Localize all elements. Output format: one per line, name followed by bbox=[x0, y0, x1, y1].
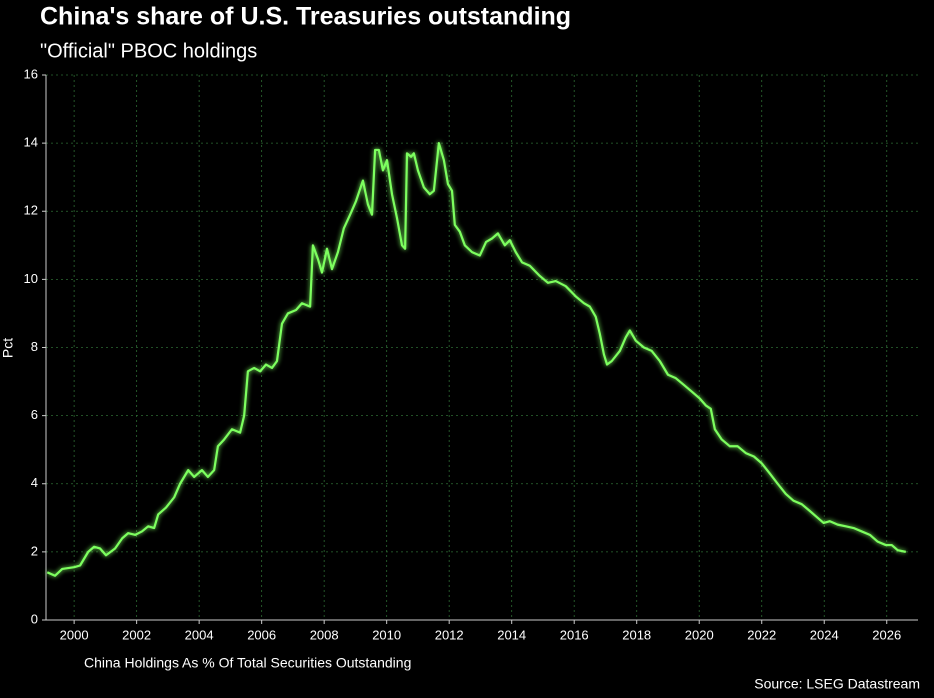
x-tick-label: 2002 bbox=[122, 627, 151, 642]
x-tick-label: 2022 bbox=[747, 627, 776, 642]
x-tick-label: 2004 bbox=[185, 627, 214, 642]
grid bbox=[42, 74, 918, 624]
y-tick-label: 2 bbox=[31, 543, 38, 558]
y-axis-label: Pct bbox=[0, 338, 16, 358]
plot bbox=[46, 142, 907, 577]
x-tick-label: 2006 bbox=[247, 627, 276, 642]
y-tick-label: 4 bbox=[31, 475, 38, 490]
x-tick-label: 2018 bbox=[622, 627, 651, 642]
x-tick-label: 2010 bbox=[372, 627, 401, 642]
y-tick-label: 10 bbox=[24, 271, 38, 286]
chart-subtitle: "Official" PBOC holdings bbox=[40, 40, 257, 62]
y-tick-label: 12 bbox=[24, 203, 38, 218]
x-tick-label: 2014 bbox=[497, 627, 526, 642]
x-tick-label: 2000 bbox=[60, 627, 89, 642]
x-tick-label: 2026 bbox=[872, 627, 901, 642]
chart-title: China's share of U.S. Treasuries outstan… bbox=[40, 3, 571, 31]
x-tick-label: 2008 bbox=[310, 627, 339, 642]
x-tick-label: 2016 bbox=[560, 627, 589, 642]
legend-label: China Holdings As % Of Total Securities … bbox=[84, 655, 411, 671]
data-line bbox=[46, 142, 907, 577]
x-tick-label: 2020 bbox=[685, 627, 714, 642]
y-tick-label: 16 bbox=[24, 66, 38, 81]
y-tick-label: 8 bbox=[31, 339, 38, 354]
x-tick-label: 2024 bbox=[810, 627, 839, 642]
y-tick-label: 6 bbox=[31, 407, 38, 422]
y-tick-label: 0 bbox=[31, 611, 38, 626]
y-tick-label: 14 bbox=[24, 135, 38, 150]
x-tick-label: 2012 bbox=[435, 627, 464, 642]
source-note: Source: LSEG Datastream bbox=[754, 676, 920, 692]
